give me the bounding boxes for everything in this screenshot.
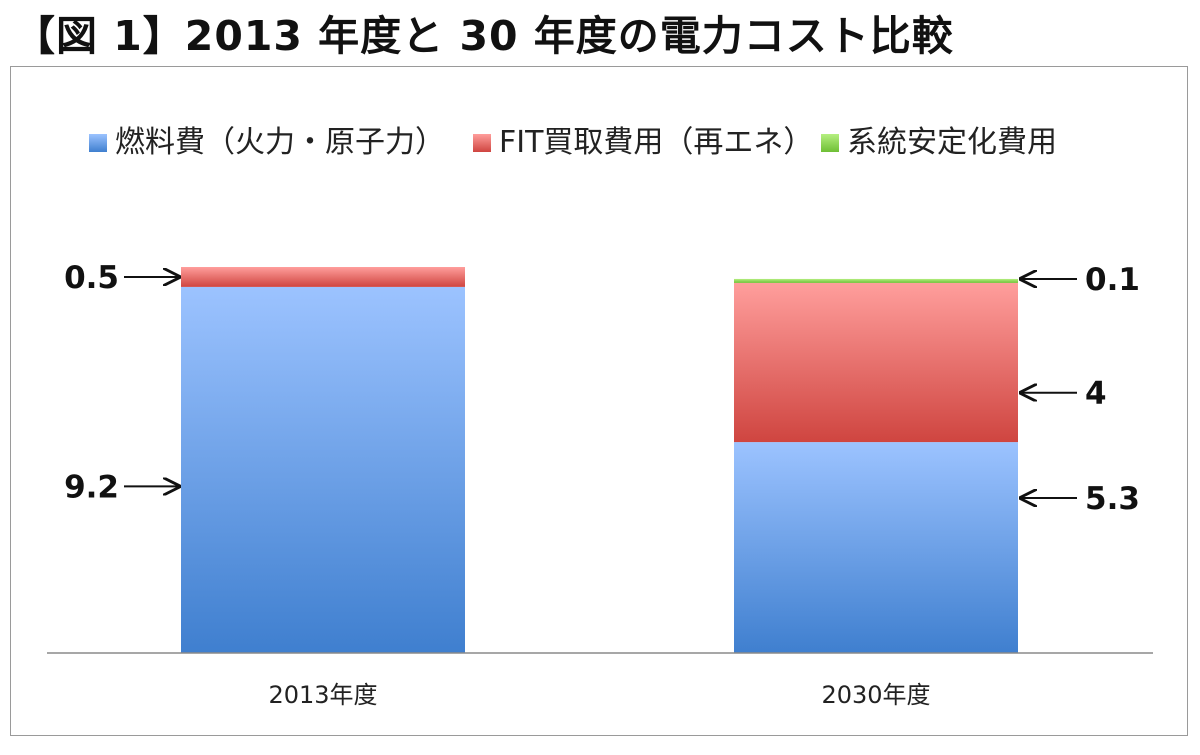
- bar-segment-2-1: [734, 442, 1018, 653]
- bar-segment-2-2: [734, 282, 1018, 443]
- data-labels: 0.5 9.2 0.1 4 5.3: [64, 260, 1140, 517]
- bar-segment-1-1: [181, 286, 465, 653]
- data-label-3: 0.1: [1021, 262, 1140, 298]
- data-label-text: 0.5: [64, 260, 119, 296]
- data-label-text: 4: [1085, 376, 1107, 412]
- data-label-text: 9.2: [64, 469, 119, 505]
- x-axis-labels: 2013年度 2030年度: [268, 681, 930, 709]
- page-title: 【図 1】2013 年度と 30 年度の電力コスト比較: [14, 12, 954, 60]
- legend-item-1: 燃料費（火力・原子力）: [89, 125, 445, 160]
- legend-label: 燃料費（火力・原子力）: [115, 125, 445, 160]
- data-label-4: 4: [1021, 376, 1107, 412]
- chart-svg: 燃料費（火力・原子力） FIT買取費用（再エネ） 系統安定化費用 2013年度 203…: [47, 125, 1153, 709]
- legend-item-3: 系統安定化費用: [821, 125, 1057, 160]
- legend-item-2: FIT買取費用（再エネ）: [473, 125, 813, 160]
- x-tick-label: 2013年度: [268, 681, 377, 709]
- data-label-5: 5.3: [1021, 481, 1140, 517]
- legend-swatch: [821, 134, 839, 152]
- chart-frame: 燃料費（火力・原子力） FIT買取費用（再エネ） 系統安定化費用 2013年度 203…: [10, 66, 1188, 736]
- legend-swatch: [473, 134, 491, 152]
- data-label-2: 9.2: [64, 469, 179, 505]
- legend: 燃料費（火力・原子力） FIT買取費用（再エネ） 系統安定化費用: [89, 125, 1057, 160]
- legend-label: FIT買取費用（再エネ）: [499, 125, 813, 160]
- data-label-text: 0.1: [1085, 262, 1140, 298]
- data-label-1: 0.5: [64, 260, 179, 296]
- bars: [181, 267, 1018, 653]
- bar-segment-1-2: [181, 267, 465, 287]
- x-tick-label: 2030年度: [821, 681, 930, 709]
- data-label-text: 5.3: [1085, 481, 1140, 517]
- bar-segment-2-3: [734, 278, 1018, 283]
- legend-swatch: [89, 134, 107, 152]
- legend-label: 系統安定化費用: [847, 125, 1057, 160]
